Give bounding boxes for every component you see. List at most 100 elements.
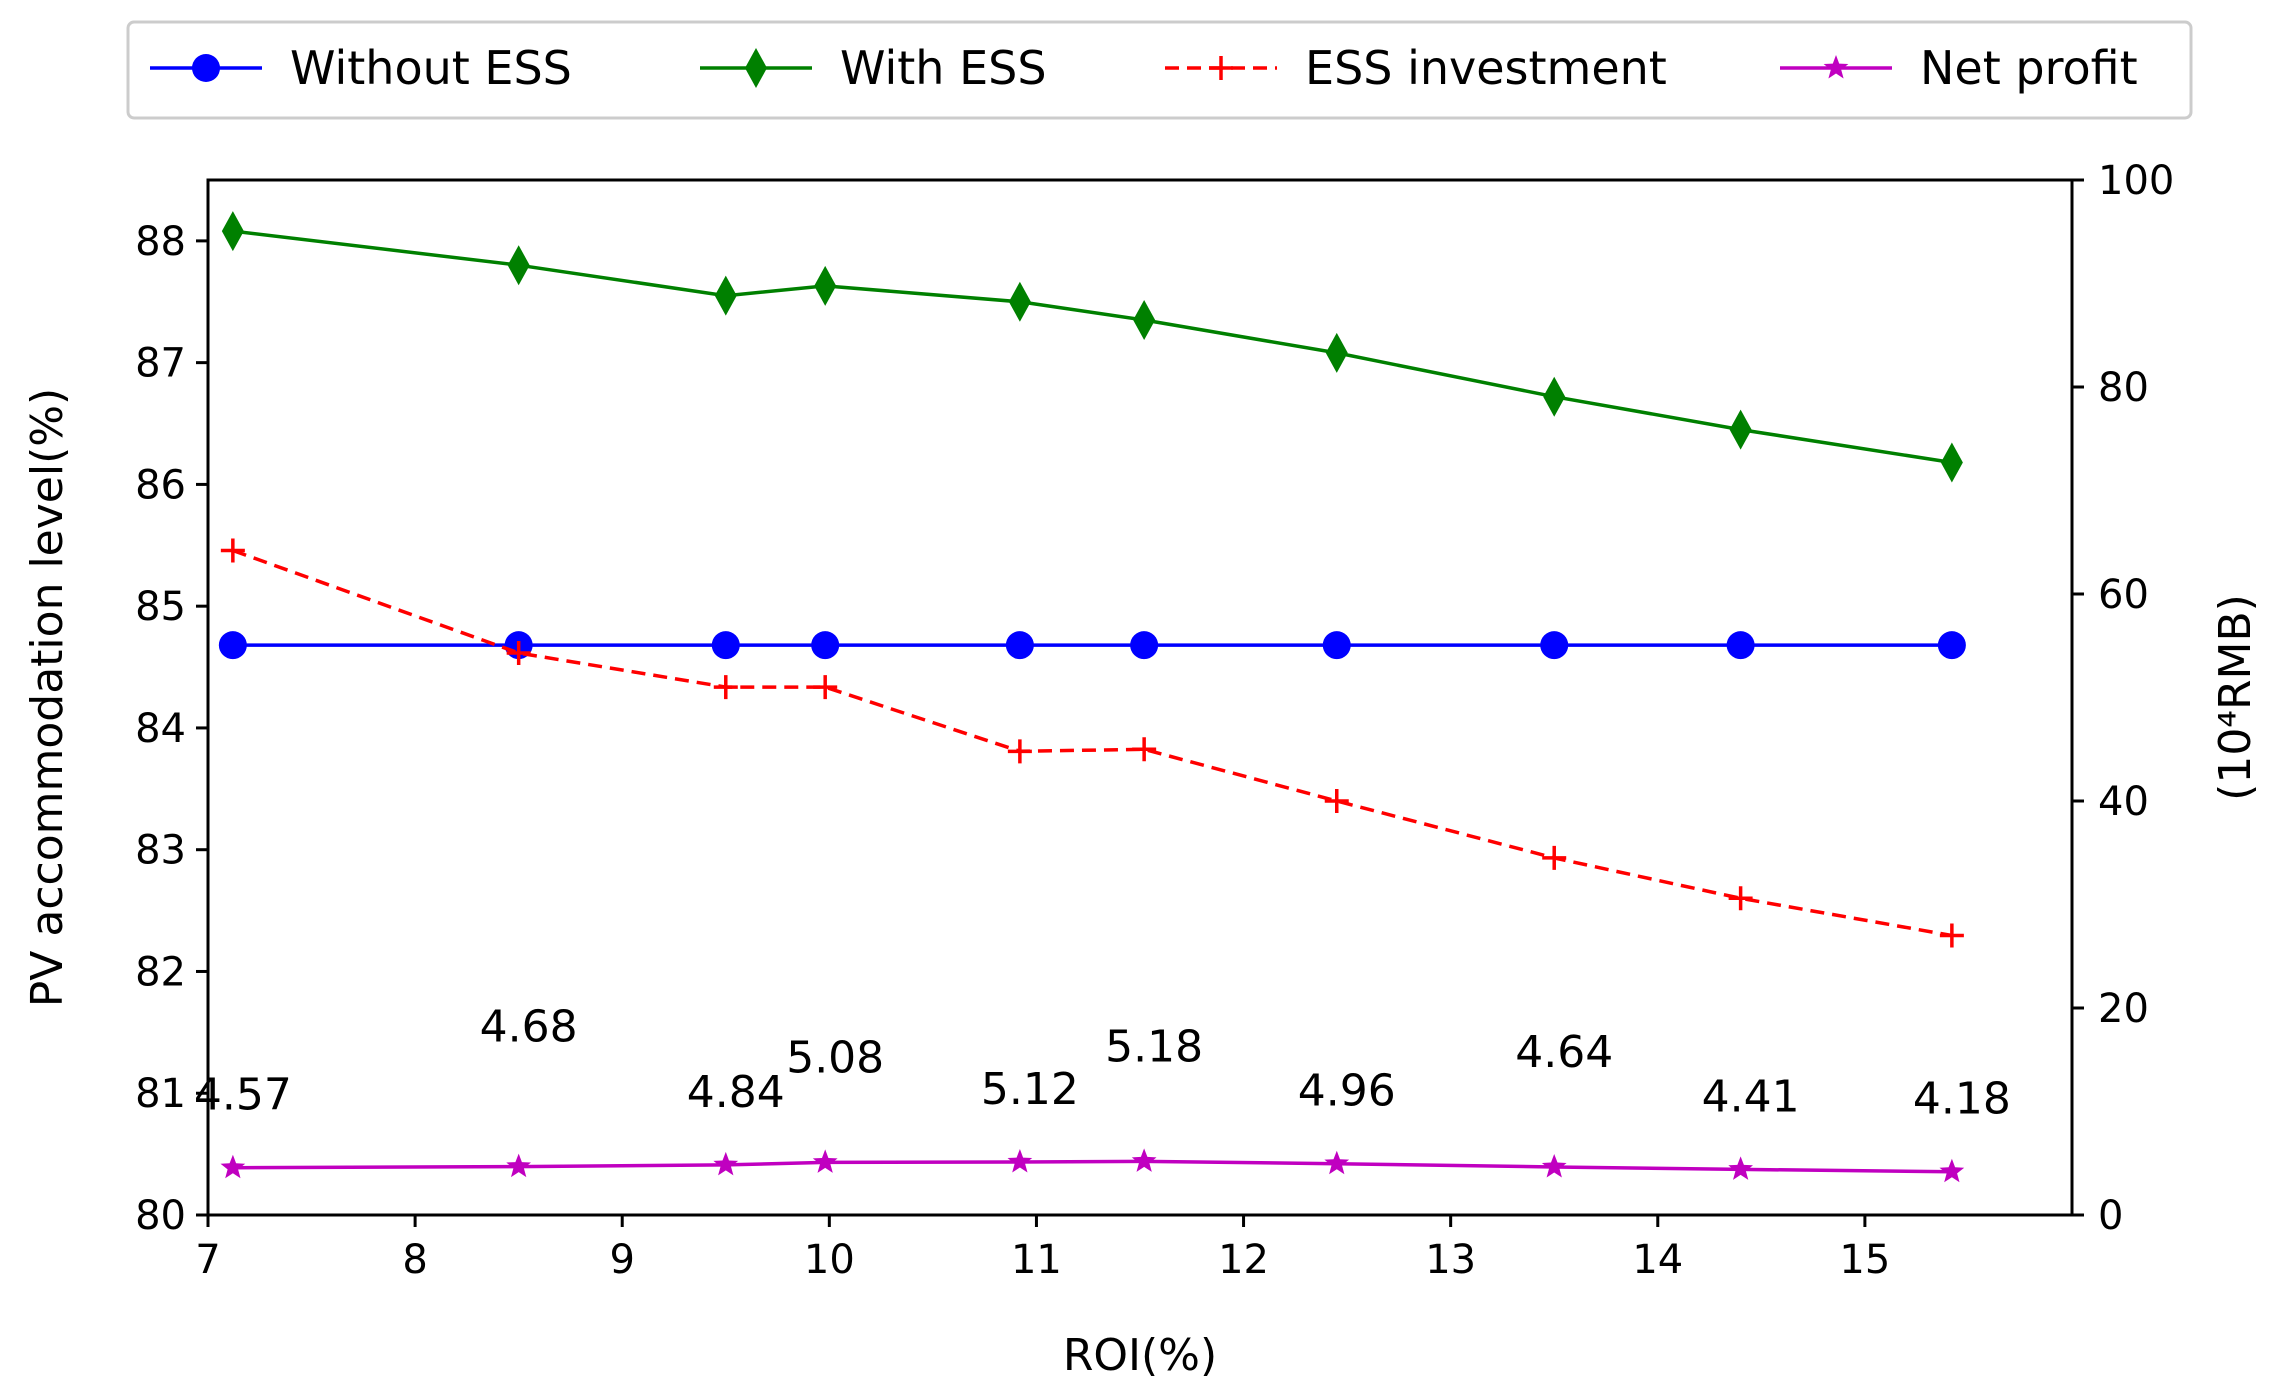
data-point	[1540, 631, 1569, 660]
y-axis-left: 80 81 82 83 84 85 86 87 88	[135, 219, 208, 1239]
data-point	[221, 211, 244, 252]
legend-label: ESS investment	[1305, 41, 1667, 95]
x-tick-label: 7	[195, 1237, 220, 1283]
data-point	[1939, 923, 1964, 948]
data-label: 4.41	[1702, 1071, 1800, 1122]
data-point	[1133, 300, 1156, 341]
legend-box	[126, 20, 2193, 120]
data-label: 4.84	[687, 1067, 785, 1118]
y-left-tick-label: 80	[135, 1193, 186, 1239]
y-axis-right: 0 20 40 60 80 100	[2072, 158, 2174, 1239]
data-point	[1007, 739, 1032, 764]
x-tick-label: 13	[1425, 1237, 1476, 1283]
plot-frame	[206, 178, 2074, 1217]
y-axis-left-title: PV accommodation level(%)	[22, 388, 73, 1007]
data-label: 4.96	[1298, 1066, 1396, 1117]
x-tick-label: 11	[1011, 1237, 1062, 1283]
y-left-tick-label: 82	[135, 949, 186, 995]
data-point	[1008, 281, 1031, 322]
x-tick-label: 12	[1218, 1237, 1269, 1283]
data-label: 4.64	[1515, 1027, 1613, 1078]
y-left-tick-label: 88	[135, 219, 186, 265]
plot-border	[206, 178, 2074, 1217]
data-labels: 4.57 4.68 4.845.08 5.12 5.18 4.96 4.64 4.41 4.18	[194, 1002, 2011, 1125]
data-label: 5.18	[1105, 1021, 1203, 1072]
data-point	[1939, 1158, 1965, 1183]
data-point	[506, 640, 531, 665]
data-point	[1937, 631, 1966, 660]
legend-label: With ESS	[840, 41, 1047, 95]
data-point	[812, 1149, 838, 1173]
y-right-tick-label: 40	[2098, 779, 2149, 825]
data-point	[220, 538, 245, 563]
x-tick-label: 9	[609, 1237, 634, 1283]
data-point	[1131, 1148, 1157, 1172]
x-axis: 7 8 9 10 11 12 13 14 15	[195, 1215, 1890, 1283]
y-right-tick-label: 100	[2098, 158, 2174, 204]
y-left-tick-label: 83	[135, 828, 186, 874]
data-label: 4.18	[1913, 1074, 2011, 1125]
legend-marker	[1823, 55, 1849, 79]
data-point	[1324, 789, 1349, 813]
x-tick-label: 14	[1632, 1237, 1683, 1283]
data-point	[1130, 631, 1159, 660]
data-point	[506, 1153, 531, 1178]
y-left-tick-label: 85	[135, 584, 186, 630]
series-net-profit	[220, 1148, 1965, 1183]
legend: Without ESS With ESS ESS investment Net pro…	[126, 20, 2193, 120]
series-layer	[218, 211, 1966, 1183]
legend-entry: With ESS	[700, 41, 1047, 95]
data-point	[1541, 1154, 1567, 1178]
y-axis-right-title: (10⁴RMB)	[2210, 594, 2261, 801]
data-point	[220, 1154, 246, 1179]
data-point	[814, 265, 837, 306]
series-with-ess	[221, 211, 1963, 483]
data-point	[1005, 631, 1034, 660]
x-tick-label: 15	[1839, 1237, 1890, 1283]
series-without-ess	[218, 631, 1966, 660]
legend-label: Net profit	[1920, 41, 2138, 95]
data-point	[1726, 631, 1755, 660]
y-left-tick-label: 84	[135, 706, 186, 752]
data-point	[1729, 409, 1752, 450]
data-label: 4.68	[480, 1002, 578, 1053]
legend-marker	[192, 54, 220, 82]
data-point	[1940, 442, 1963, 483]
y-left-tick-label: 87	[135, 341, 186, 387]
data-point	[714, 275, 737, 316]
legend-entry: ESS investment	[1165, 41, 1667, 95]
data-point	[218, 631, 247, 660]
data-point	[1728, 1156, 1753, 1180]
data-point	[713, 1151, 739, 1176]
data-point	[711, 631, 740, 660]
y-left-tick-label: 86	[135, 462, 186, 508]
data-point	[1132, 737, 1157, 762]
x-tick-label: 8	[402, 1237, 427, 1283]
legend-marker	[745, 48, 767, 88]
y-right-tick-label: 80	[2098, 365, 2149, 411]
data-point	[811, 631, 840, 660]
data-point	[713, 675, 738, 700]
x-tick-label: 10	[804, 1237, 855, 1283]
y-right-tick-label: 60	[2098, 572, 2149, 618]
data-point	[813, 675, 838, 700]
legend-entry: Without ESS	[150, 41, 572, 95]
legend-entry: Net profit	[1780, 41, 2138, 95]
data-point	[507, 245, 530, 286]
data-point	[1322, 631, 1351, 660]
data-label: 4.57	[194, 1070, 292, 1121]
y-right-tick-label: 20	[2098, 986, 2149, 1032]
legend-label: Without ESS	[290, 41, 572, 95]
data-point	[1542, 845, 1567, 870]
data-label: 5.12	[981, 1064, 1079, 1115]
data-point	[1543, 376, 1566, 417]
data-label: 5.08	[786, 1032, 884, 1083]
data-point	[1324, 1150, 1350, 1175]
data-point	[1007, 1149, 1033, 1173]
series-ess-investment	[220, 538, 1964, 948]
data-point	[1728, 886, 1753, 911]
x-axis-title: ROI(%)	[1063, 1330, 1217, 1381]
y-right-tick-label: 0	[2098, 1193, 2123, 1239]
legend-marker	[1209, 56, 1233, 80]
